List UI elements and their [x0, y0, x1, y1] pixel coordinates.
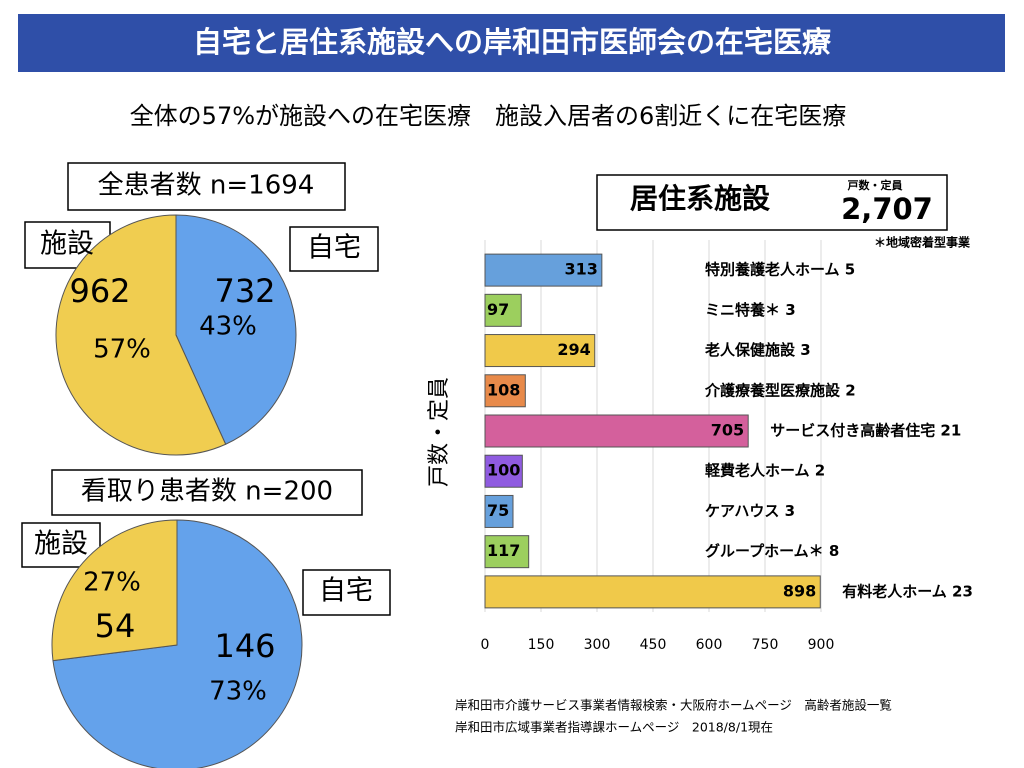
pie-title: 看取り患者数 n=200	[81, 477, 333, 507]
percent-label: 27%	[83, 568, 141, 598]
x-tick-label: 900	[808, 637, 835, 653]
value-label: 732	[214, 272, 275, 310]
y-axis-label: 戸数・定員	[427, 377, 452, 487]
category-label: サービス付き高齢者住宅 21	[770, 422, 961, 440]
value-label: 100	[487, 461, 520, 480]
total-label: 2,707	[841, 192, 933, 226]
category-label: 老人保健施設 3	[704, 341, 811, 359]
value-label: 962	[69, 272, 130, 310]
subtitle: 全体の57%が施設への在宅医療 施設入居者の6割近くに在宅医療	[130, 102, 847, 130]
value-label: 54	[95, 607, 136, 645]
percent-label: 73%	[209, 677, 267, 707]
category-label: 有料老人ホーム 23	[842, 582, 973, 600]
value-label: 117	[487, 541, 520, 560]
bar	[484, 334, 596, 368]
pie-slice	[55, 214, 227, 456]
legend-label: 施設	[34, 529, 88, 560]
bar	[484, 575, 821, 609]
x-tick-label: 0	[481, 637, 490, 653]
value-label: 108	[487, 380, 520, 399]
percent-label: 57%	[93, 335, 151, 365]
header-band	[18, 14, 1005, 72]
note: 岸和田市介護サービス事業者情報検索・大阪府ホームページ 高齢者施設一覧	[455, 698, 892, 713]
value-label: 898	[783, 581, 816, 600]
value-label: 75	[487, 501, 509, 520]
bar	[484, 414, 749, 448]
pie-slice	[175, 214, 297, 445]
pie-slice	[51, 519, 178, 662]
bar	[484, 454, 523, 488]
box	[67, 162, 346, 211]
category-label: ミニ特養＊ 3	[705, 301, 796, 319]
box	[51, 469, 363, 516]
slide-title: 自宅と居住系施設への岸和田市医師会の在宅医療	[193, 25, 832, 59]
bar	[484, 374, 526, 408]
category-label: 特別養護老人ホーム 5	[705, 261, 855, 279]
x-tick-label: 750	[752, 637, 779, 653]
box	[21, 522, 101, 568]
note: ＊地域密着型事業	[874, 235, 971, 250]
note: 岸和田市広域事業者指導課ホームページ 2018/8/1現在	[455, 720, 773, 735]
x-tick-label: 300	[584, 637, 611, 653]
box	[596, 174, 948, 231]
box	[302, 569, 391, 616]
box	[289, 226, 379, 272]
legend-label: 自宅	[319, 576, 373, 607]
total-caption: 戸数・定員	[848, 178, 903, 192]
percent-label: 43%	[199, 312, 257, 342]
pie-title: 全患者数 n=1694	[98, 171, 315, 201]
value-label: 705	[711, 421, 744, 440]
category-label: ケアハウス 3	[705, 502, 795, 520]
chart-title: 居住系施設	[630, 182, 771, 215]
category-label: 軽費老人ホーム 2	[705, 462, 825, 480]
x-tick-label: 600	[696, 637, 723, 653]
bar	[484, 535, 530, 569]
value-label: 97	[487, 300, 509, 319]
category-label: グループホーム＊ 8	[705, 542, 839, 560]
value-label: 294	[557, 340, 590, 359]
value-label: 146	[214, 627, 275, 665]
category-label: 介護療養型医療施設 2	[704, 381, 856, 399]
legend-label: 施設	[40, 229, 94, 260]
bar	[484, 494, 514, 528]
bar	[484, 253, 603, 287]
legend-label: 自宅	[307, 233, 361, 264]
x-tick-label: 150	[528, 637, 555, 653]
x-tick-label: 450	[640, 637, 667, 653]
bar	[484, 293, 522, 327]
value-label: 313	[564, 260, 597, 279]
